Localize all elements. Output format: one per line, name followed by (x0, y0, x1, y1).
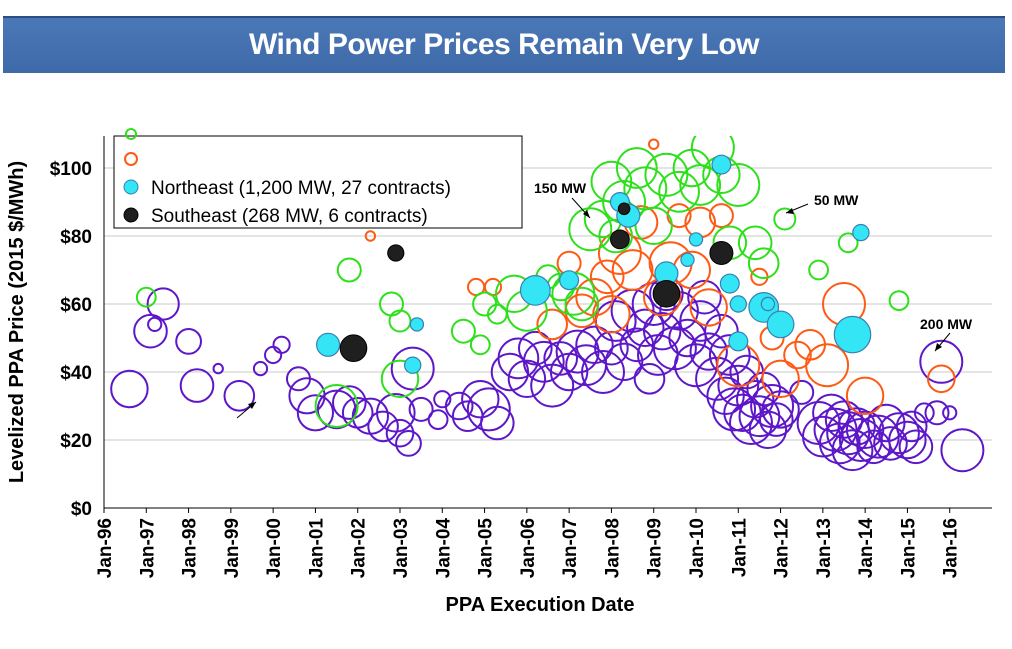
bubble-interior (181, 369, 214, 402)
x-tick-label: Jan-10 (687, 518, 708, 578)
bubble-northeast (560, 271, 579, 290)
bubble-northeast (405, 357, 421, 373)
x-tick-label: Jan-98 (180, 518, 201, 578)
bubble-interior (429, 410, 448, 429)
x-axis-title: PPA Execution Date (446, 594, 635, 616)
bubble-northeast (410, 318, 423, 331)
x-tick-label: Jan-14 (856, 518, 877, 579)
y-tick-labels: $0 $20 $40 $60 $80 $100 (50, 159, 92, 520)
annotation-150mw: 150 MW (534, 180, 587, 196)
bubble-northeast (853, 225, 869, 241)
bubble-interior (926, 401, 949, 424)
legend-label-northeast: Northeast (1,200 MW, 27 contracts) (151, 178, 451, 199)
x-tick-label: Jan-11 (729, 518, 750, 578)
bubble-southeast (710, 242, 733, 265)
bubble-northeast (834, 316, 870, 352)
y-tick-label: $80 (60, 227, 92, 248)
bubble-west (928, 366, 955, 393)
bubble-northeast (720, 274, 739, 293)
bubble-interior (176, 329, 201, 354)
y-tick-label: $0 (71, 499, 92, 520)
y-tick-label: $60 (60, 295, 92, 316)
bubble-interior (225, 381, 255, 411)
bubble-great-lakes (338, 259, 361, 282)
bubble-southeast (340, 335, 367, 362)
bubble-interior (377, 394, 415, 432)
bubble-great-lakes (809, 261, 828, 280)
y-tick-label: $40 (60, 363, 92, 384)
bubble-southeast (611, 230, 630, 249)
x-tick-label: Jan-06 (518, 518, 539, 578)
x-tick-label: Jan-08 (602, 518, 623, 578)
y-tick-label: $100 (50, 159, 92, 180)
x-tick-label: Jan-97 (137, 518, 158, 578)
annotation-200mw: 200 MW (920, 316, 973, 332)
bubble-interior (265, 347, 281, 363)
bubble-great-lakes (749, 248, 779, 278)
x-tick-label: Jan-05 (476, 518, 497, 579)
bubble-great-lakes (452, 320, 475, 343)
bubble-northeast (767, 311, 794, 338)
bubble-northeast (729, 332, 748, 351)
x-tick-label: Jan-13 (814, 518, 835, 578)
bubble-interior (481, 407, 514, 440)
y-axis-title: Levelized PPA Price (2015 $/MWh) (6, 161, 28, 483)
bubble-interior (544, 342, 577, 375)
bubble-interior (941, 429, 983, 471)
bubble-west (806, 344, 848, 386)
x-tick-label: Jan-04 (433, 518, 454, 579)
bubble-interior (274, 337, 290, 353)
bubble-great-lakes (890, 291, 909, 310)
bubble-northeast (730, 296, 746, 312)
annotation-50mw: 50 MW (814, 192, 859, 208)
legend-marker-northeast (124, 180, 138, 194)
bubble-great-lakes (471, 335, 490, 354)
x-tick-label: Jan-12 (772, 518, 793, 578)
bubble-northeast (712, 155, 731, 174)
legend-label-southeast: Southeast (268 MW, 6 contracts) (151, 206, 428, 227)
bubble-west (847, 378, 883, 414)
bubble-southeast (618, 203, 630, 215)
bubble-interior (111, 371, 147, 407)
bubble-interior (900, 431, 933, 464)
x-tick-label: Jan-16 (941, 518, 962, 578)
x-tick-label: Jan-00 (264, 518, 285, 578)
bubble-west (649, 140, 658, 149)
x-tick-label: Jan-96 (95, 518, 116, 578)
bubble-interior (897, 412, 927, 442)
x-tick-label: Jan-01 (306, 518, 327, 579)
legend: Northeast (1,200 MW, 27 contracts) South… (114, 129, 522, 228)
bubble-great-lakes (739, 227, 772, 260)
bubble-interior (635, 364, 665, 394)
bubble-great-lakes (569, 208, 611, 250)
x-tick-label: Jan-07 (560, 518, 581, 578)
x-tick-label: Jan-15 (898, 518, 919, 579)
bubble-northeast (681, 253, 694, 266)
bubble-southeast (388, 245, 404, 261)
bubble-northeast (761, 297, 774, 310)
x-tick-label: Jan-99 (222, 518, 243, 578)
bubble-northeast (521, 276, 551, 306)
x-tick-labels: Jan-96 Jan-97 Jan-98 Jan-99 Jan-00 Jan-01 Jan-… (95, 508, 962, 578)
bubble-west (591, 261, 624, 294)
x-tick-label: Jan-02 (349, 518, 370, 578)
bubble-southeast (653, 281, 680, 308)
bubble-northeast (689, 233, 702, 246)
x-tick-label: Jan-09 (645, 518, 666, 578)
legend-marker-southeast (124, 208, 138, 222)
bubble-northeast (317, 333, 340, 356)
bubble-interior (943, 406, 956, 419)
y-tick-label: $20 (60, 431, 92, 452)
bubble-interior (669, 320, 705, 356)
x-tick-label: Jan-03 (391, 518, 412, 578)
bubble-great-lakes (390, 311, 411, 332)
bubble-interior (254, 362, 267, 375)
